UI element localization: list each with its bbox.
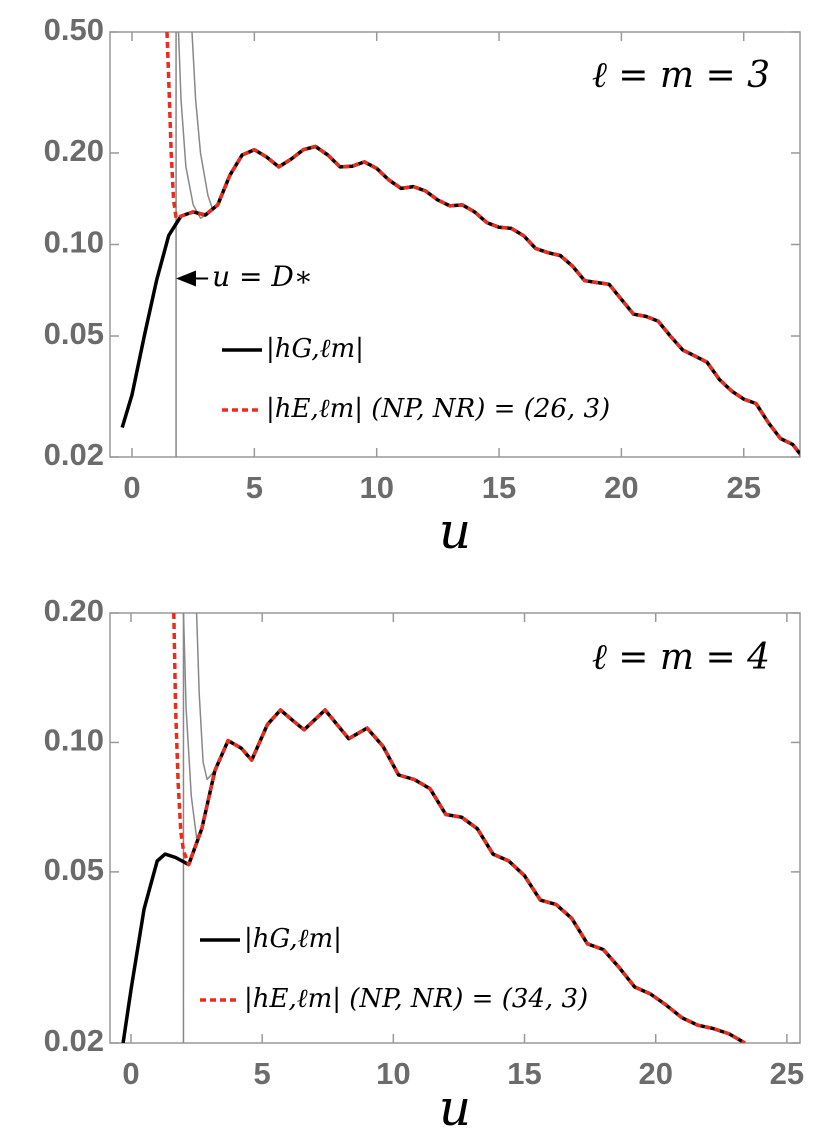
series-line	[165, 32, 800, 457]
x-tick-label: 25	[770, 1056, 804, 1091]
y-tick-label: 0.02	[44, 437, 104, 472]
y-tick-label: 0.50	[44, 12, 104, 47]
plot-frame	[109, 612, 801, 1044]
x-tick-label: 5	[246, 470, 263, 505]
y-tick-label: 0.20	[44, 133, 104, 168]
legend-label: |hE,ℓm| (NP, NR) = (26, 3)	[266, 394, 610, 424]
legend-label: |hE,ℓm| (NP, NR) = (34, 3)	[244, 984, 588, 1014]
panel-label: ℓ = m = 4	[592, 637, 770, 678]
vline-label: u = D∗	[212, 260, 313, 293]
series-line	[172, 613, 746, 1043]
x-axis-label: u	[439, 1079, 471, 1137]
plot-area	[120, 32, 800, 457]
x-axis-label: u	[439, 502, 471, 560]
x-tick-label: 0	[123, 470, 140, 505]
series-line	[177, 32, 206, 219]
x-tick-label: 5	[254, 1056, 271, 1091]
x-tick-label: 25	[726, 470, 760, 505]
y-tick-label: 0.02	[44, 1023, 104, 1058]
y-tick-label: 0.20	[44, 593, 104, 628]
x-tick-label: 10	[359, 470, 393, 505]
series-line	[182, 613, 203, 839]
y-tick-label: 0.10	[44, 225, 104, 260]
x-tick-label: 20	[638, 1056, 672, 1091]
x-tick-label: 0	[122, 1056, 139, 1091]
y-tick-label: 0.05	[44, 316, 104, 351]
x-tick-label: 20	[604, 470, 638, 505]
panel-label: ℓ = m = 3	[592, 55, 770, 96]
x-tick-label: 15	[507, 1056, 541, 1091]
x-tick-label: 15	[482, 470, 516, 505]
x-tick-label: 10	[376, 1056, 410, 1091]
legend-label: |hG,ℓm|	[244, 924, 342, 954]
y-tick-label: 0.10	[44, 723, 104, 758]
plot-area	[121, 613, 746, 1043]
legend-label: |hG,ℓm|	[266, 334, 364, 364]
series-line	[191, 32, 219, 211]
y-tick-label: 0.05	[44, 852, 104, 887]
series-line	[195, 613, 216, 781]
